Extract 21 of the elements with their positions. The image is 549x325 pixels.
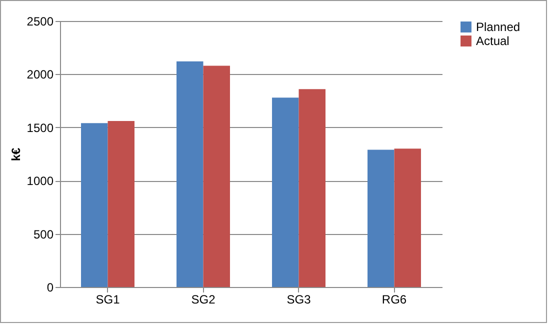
legend-label: Planned <box>476 20 520 34</box>
y-tick-label: 2500 <box>26 14 54 28</box>
x-tick-label: SG1 <box>96 292 120 306</box>
bar <box>394 148 421 287</box>
x-tick-label: SG3 <box>286 292 312 306</box>
bar <box>108 121 134 287</box>
bar <box>81 123 108 287</box>
legend-label: Actual <box>476 34 510 48</box>
y-tick-label: 2000 <box>26 68 54 82</box>
bar <box>272 98 299 287</box>
x-tick-label: SG2 <box>191 292 216 306</box>
y-tick-label: 0 <box>46 280 54 294</box>
x-tick-label: RG6 <box>382 292 407 306</box>
y-axis-title: k€ <box>8 148 23 162</box>
bar <box>298 89 326 287</box>
y-tick-label: 1000 <box>26 174 54 188</box>
bar <box>176 61 204 287</box>
bar <box>203 66 230 287</box>
y-tick-label: 500 <box>33 227 54 242</box>
y-tick-label: 1500 <box>26 120 54 135</box>
bar <box>368 150 394 287</box>
